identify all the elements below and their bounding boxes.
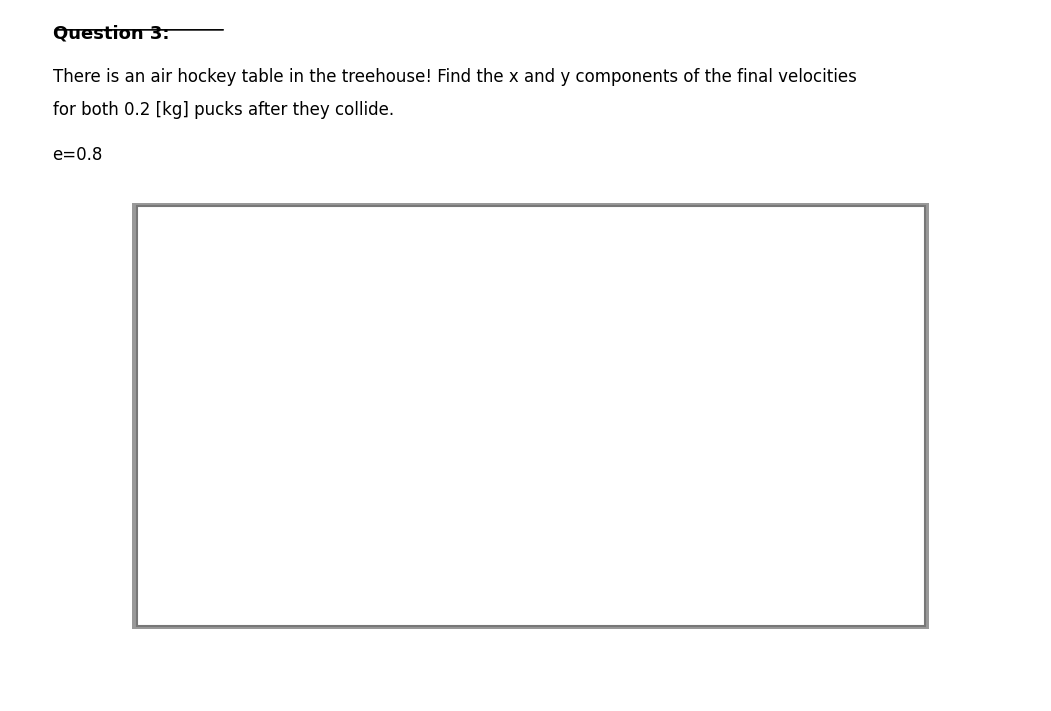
Text: B: B [562, 325, 573, 340]
Text: A: A [489, 325, 499, 340]
Text: for both 0.2 [kg] pucks after they collide.: for both 0.2 [kg] pucks after they colli… [53, 101, 394, 119]
Text: There is an air hockey table in the treehouse! Find the x and y components of th: There is an air hockey table in the tree… [53, 68, 857, 85]
Text: Initial Va= 2 m/s: Initial Va= 2 m/s [331, 510, 457, 525]
Text: Question 3:: Question 3: [53, 25, 169, 43]
Text: 36°: 36° [377, 451, 405, 466]
Text: 45°: 45° [680, 465, 706, 480]
Text: e=0.8: e=0.8 [53, 146, 103, 164]
Text: Initial Vb= 3 m/s: Initial Vb= 3 m/s [666, 522, 794, 537]
